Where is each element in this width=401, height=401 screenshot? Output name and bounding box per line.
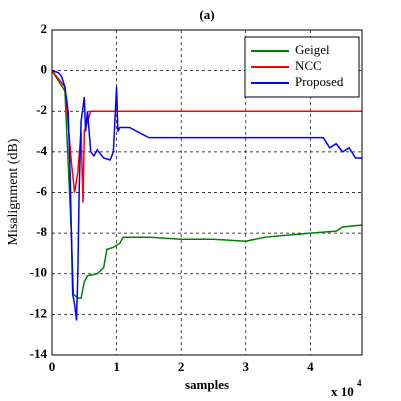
y-tick-label: -2 <box>36 102 47 117</box>
x-multiplier: x 10 <box>331 384 354 399</box>
chart-title: (a) <box>199 7 214 22</box>
legend-label: Proposed <box>295 74 344 89</box>
y-tick-label: -12 <box>30 305 47 320</box>
x-tick-label: 2 <box>178 359 185 374</box>
x-tick-label: 1 <box>113 359 120 374</box>
x-axis-label: samples <box>185 377 229 392</box>
legend-label: Geigel <box>295 42 330 57</box>
y-tick-label: 2 <box>41 21 48 36</box>
y-tick-label: -14 <box>30 346 48 361</box>
line <box>51 69 362 321</box>
y-axis-label: Misalignment (dB) <box>6 138 21 245</box>
y-tick-label: -10 <box>30 265 47 280</box>
x-tick-label: 4 <box>307 359 314 374</box>
y-tick-label: 0 <box>41 62 48 77</box>
plot-frame <box>51 29 363 356</box>
legend-box <box>244 36 360 98</box>
x-tick-label: 3 <box>243 359 250 374</box>
line <box>51 70 363 299</box>
y-tick-label: -6 <box>36 183 47 198</box>
y-tick-label: -8 <box>36 224 47 239</box>
y-tick-label: -4 <box>36 143 47 158</box>
x-tick-label: 0 <box>49 359 56 374</box>
x-multiplier-exponent: 4 <box>357 378 362 388</box>
legend-label: NCC <box>295 58 322 73</box>
